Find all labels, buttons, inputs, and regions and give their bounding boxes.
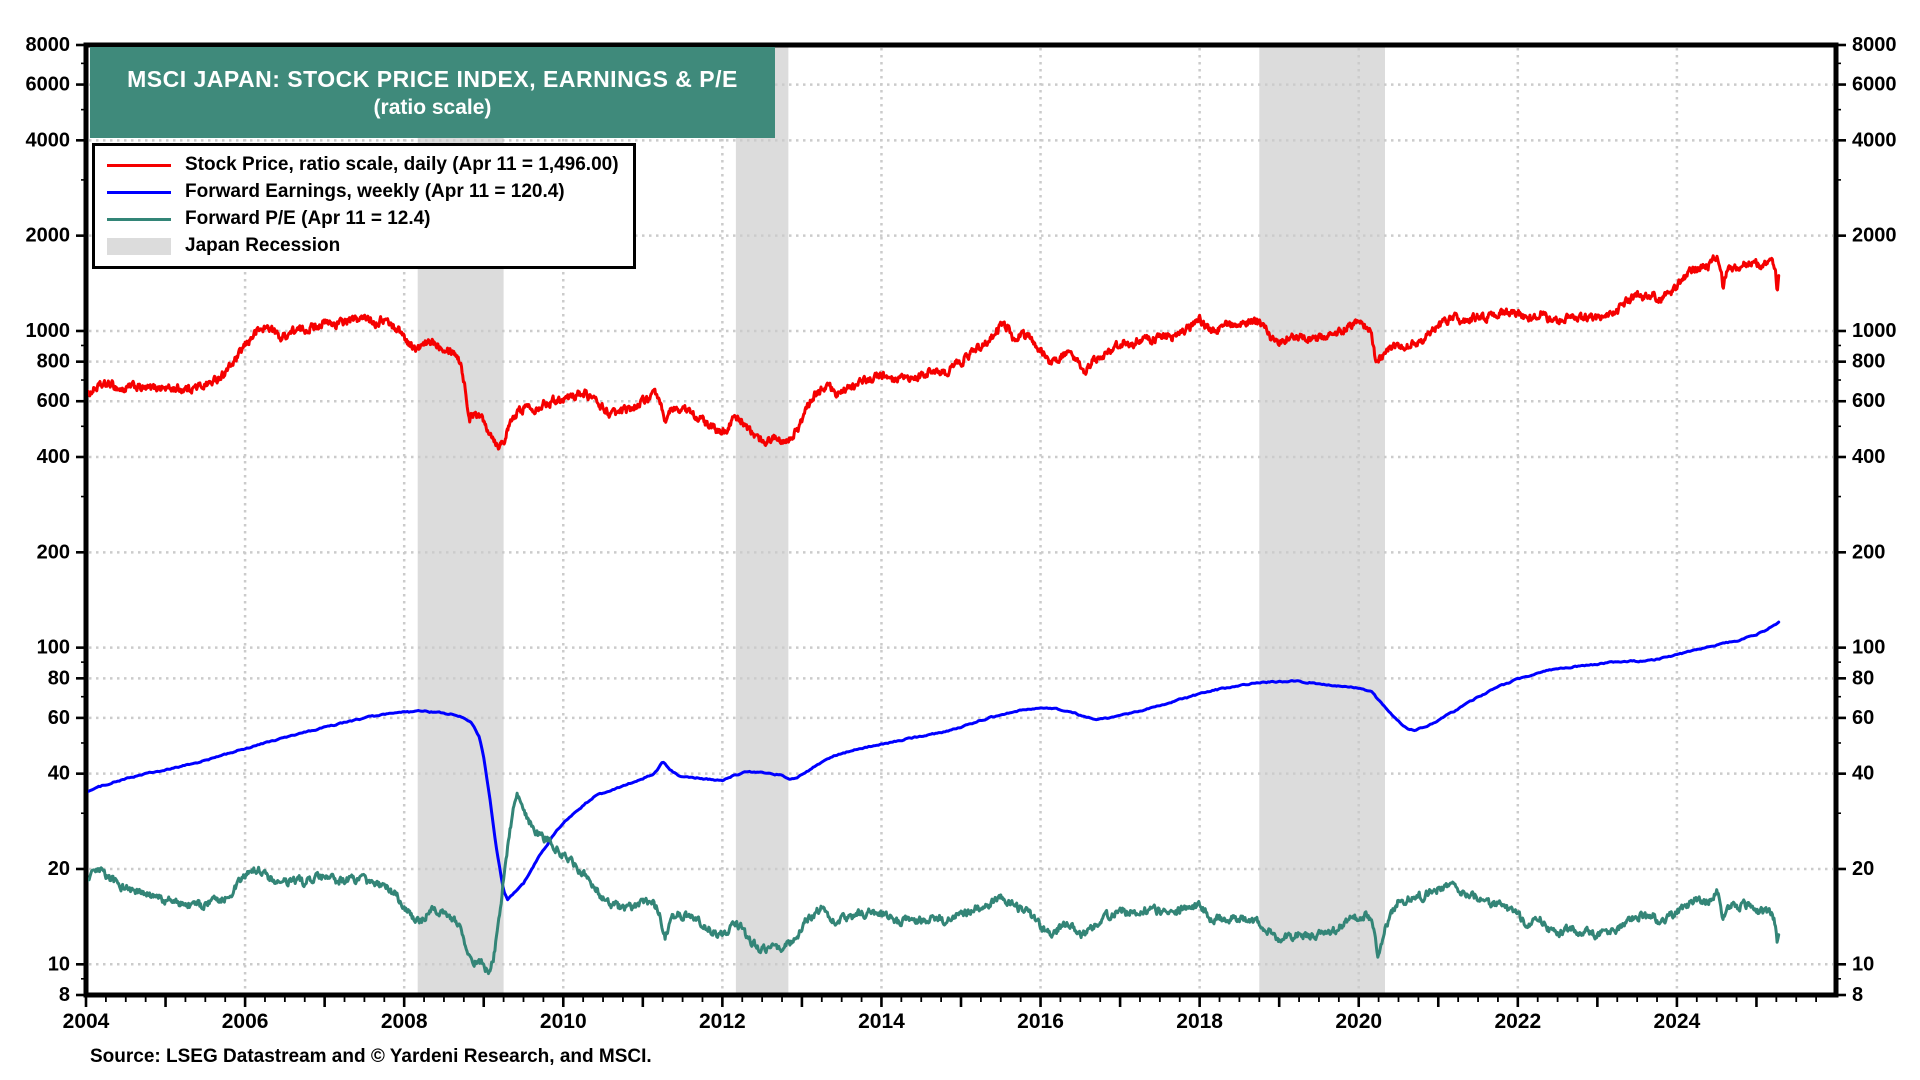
y-axis-label-right: 8 [1852, 984, 1863, 1006]
chart-subtitle: (ratio scale) [373, 95, 492, 119]
y-axis-label-right: 600 [1852, 390, 1885, 412]
x-axis-year-label: 2020 [1335, 1010, 1382, 1033]
x-axis-year-label: 2022 [1494, 1010, 1541, 1033]
y-axis-label-right: 6000 [1852, 74, 1897, 96]
y-axis-label-left: 20 [48, 858, 70, 880]
x-axis-year-label: 2018 [1176, 1010, 1223, 1033]
y-axis-label-left: 2000 [26, 225, 71, 247]
legend-label-forward-earnings: Forward Earnings, weekly (Apr 11 = 120.4… [185, 181, 565, 202]
y-axis-label-left: 600 [37, 390, 70, 412]
plot-frame [83, 42, 1839, 998]
y-axis-label-left: 80 [48, 667, 70, 689]
y-axis-label-right: 8000 [1852, 34, 1897, 56]
y-axis-label-right: 200 [1852, 541, 1885, 563]
legend-box: Stock Price, ratio scale, daily (Apr 11 … [92, 143, 636, 269]
legend-label-forward-pe: Forward P/E (Apr 11 = 12.4) [185, 208, 431, 229]
legend-label-stock-price: Stock Price, ratio scale, daily (Apr 11 … [185, 154, 619, 175]
chart-title: MSCI JAPAN: STOCK PRICE INDEX, EARNINGS … [127, 65, 738, 92]
y-axis-label-right: 400 [1852, 446, 1885, 468]
series-line-forward_earnings [88, 620, 1781, 902]
x-axis-year-label: 2014 [858, 1010, 905, 1033]
recession-band [735, 47, 789, 993]
series-line-forward_pe [88, 791, 1781, 976]
forward-earnings-line-swatch [107, 190, 171, 194]
x-axis-year-label: 2010 [540, 1010, 587, 1033]
stock-price-line-swatch [107, 163, 171, 167]
y-axis-label-left: 800 [37, 351, 70, 373]
y-axis-label-right: 60 [1852, 707, 1874, 729]
y-axis-label-left: 400 [37, 446, 70, 468]
legend-label-japan-recession: Japan Recession [185, 235, 341, 256]
legend-item-forward-earnings: Forward Earnings, weekly (Apr 11 = 120.4… [107, 179, 619, 205]
recession-band [1259, 47, 1385, 993]
y-axis-label-right: 4000 [1852, 129, 1897, 151]
y-axis-label-right: 2000 [1852, 225, 1897, 247]
y-axis-label-right: 10 [1852, 953, 1874, 975]
x-axis-year-label: 2008 [381, 1010, 428, 1033]
y-axis-label-left: 6000 [26, 74, 71, 96]
x-axis-year-label: 2004 [63, 1010, 110, 1033]
x-axis-year-label: 2012 [699, 1010, 746, 1033]
y-axis-label-left: 200 [37, 541, 70, 563]
series-line-stock_price [88, 254, 1781, 451]
recession-shading-swatch [107, 237, 171, 255]
y-axis-label-left: 1000 [26, 320, 71, 342]
legend-item-stock-price: Stock Price, ratio scale, daily (Apr 11 … [107, 152, 619, 178]
legend-item-forward-pe: Forward P/E (Apr 11 = 12.4) [107, 206, 619, 232]
y-axis-label-right: 800 [1852, 351, 1885, 373]
x-axis-year-label: 2024 [1654, 1010, 1701, 1033]
y-axis-label-left: 8000 [26, 34, 71, 56]
y-axis-label-left: 60 [48, 707, 70, 729]
x-axis-year-label: 2016 [1017, 1010, 1064, 1033]
forward-pe-line-swatch [107, 217, 171, 221]
y-axis-label-right: 40 [1852, 763, 1874, 785]
y-axis-label-right: 80 [1852, 667, 1874, 689]
y-axis-label-left: 40 [48, 763, 70, 785]
y-axis-label-right: 1000 [1852, 320, 1897, 342]
source-note: Source: LSEG Datastream and © Yardeni Re… [90, 1046, 652, 1067]
y-axis-label-left: 4000 [26, 129, 71, 151]
y-axis-label-left: 100 [37, 637, 70, 659]
legend-item-japan-recession: Japan Recession [107, 233, 619, 259]
y-axis-label-right: 20 [1852, 858, 1874, 880]
y-axis-label-left: 8 [59, 984, 70, 1006]
y-axis-label-left: 10 [48, 953, 70, 975]
y-axis-label-right: 100 [1852, 637, 1885, 659]
chart-title-banner: MSCI JAPAN: STOCK PRICE INDEX, EARNINGS … [90, 47, 775, 138]
x-axis-year-label: 2006 [222, 1010, 269, 1033]
